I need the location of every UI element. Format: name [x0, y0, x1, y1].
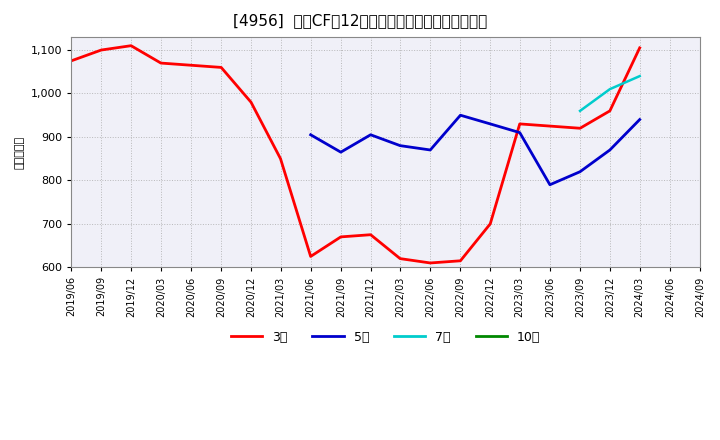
Y-axis label: （百万円）: （百万円） [15, 136, 25, 169]
Line: 7年: 7年 [580, 76, 639, 111]
Line: 3年: 3年 [71, 46, 639, 263]
Legend: 3年, 5年, 7年, 10年: 3年, 5年, 7年, 10年 [225, 326, 546, 348]
Line: 5年: 5年 [310, 115, 639, 185]
Text: [4956]  営業CFの12か月移動合計の標準偏差の推移: [4956] 営業CFの12か月移動合計の標準偏差の推移 [233, 13, 487, 28]
